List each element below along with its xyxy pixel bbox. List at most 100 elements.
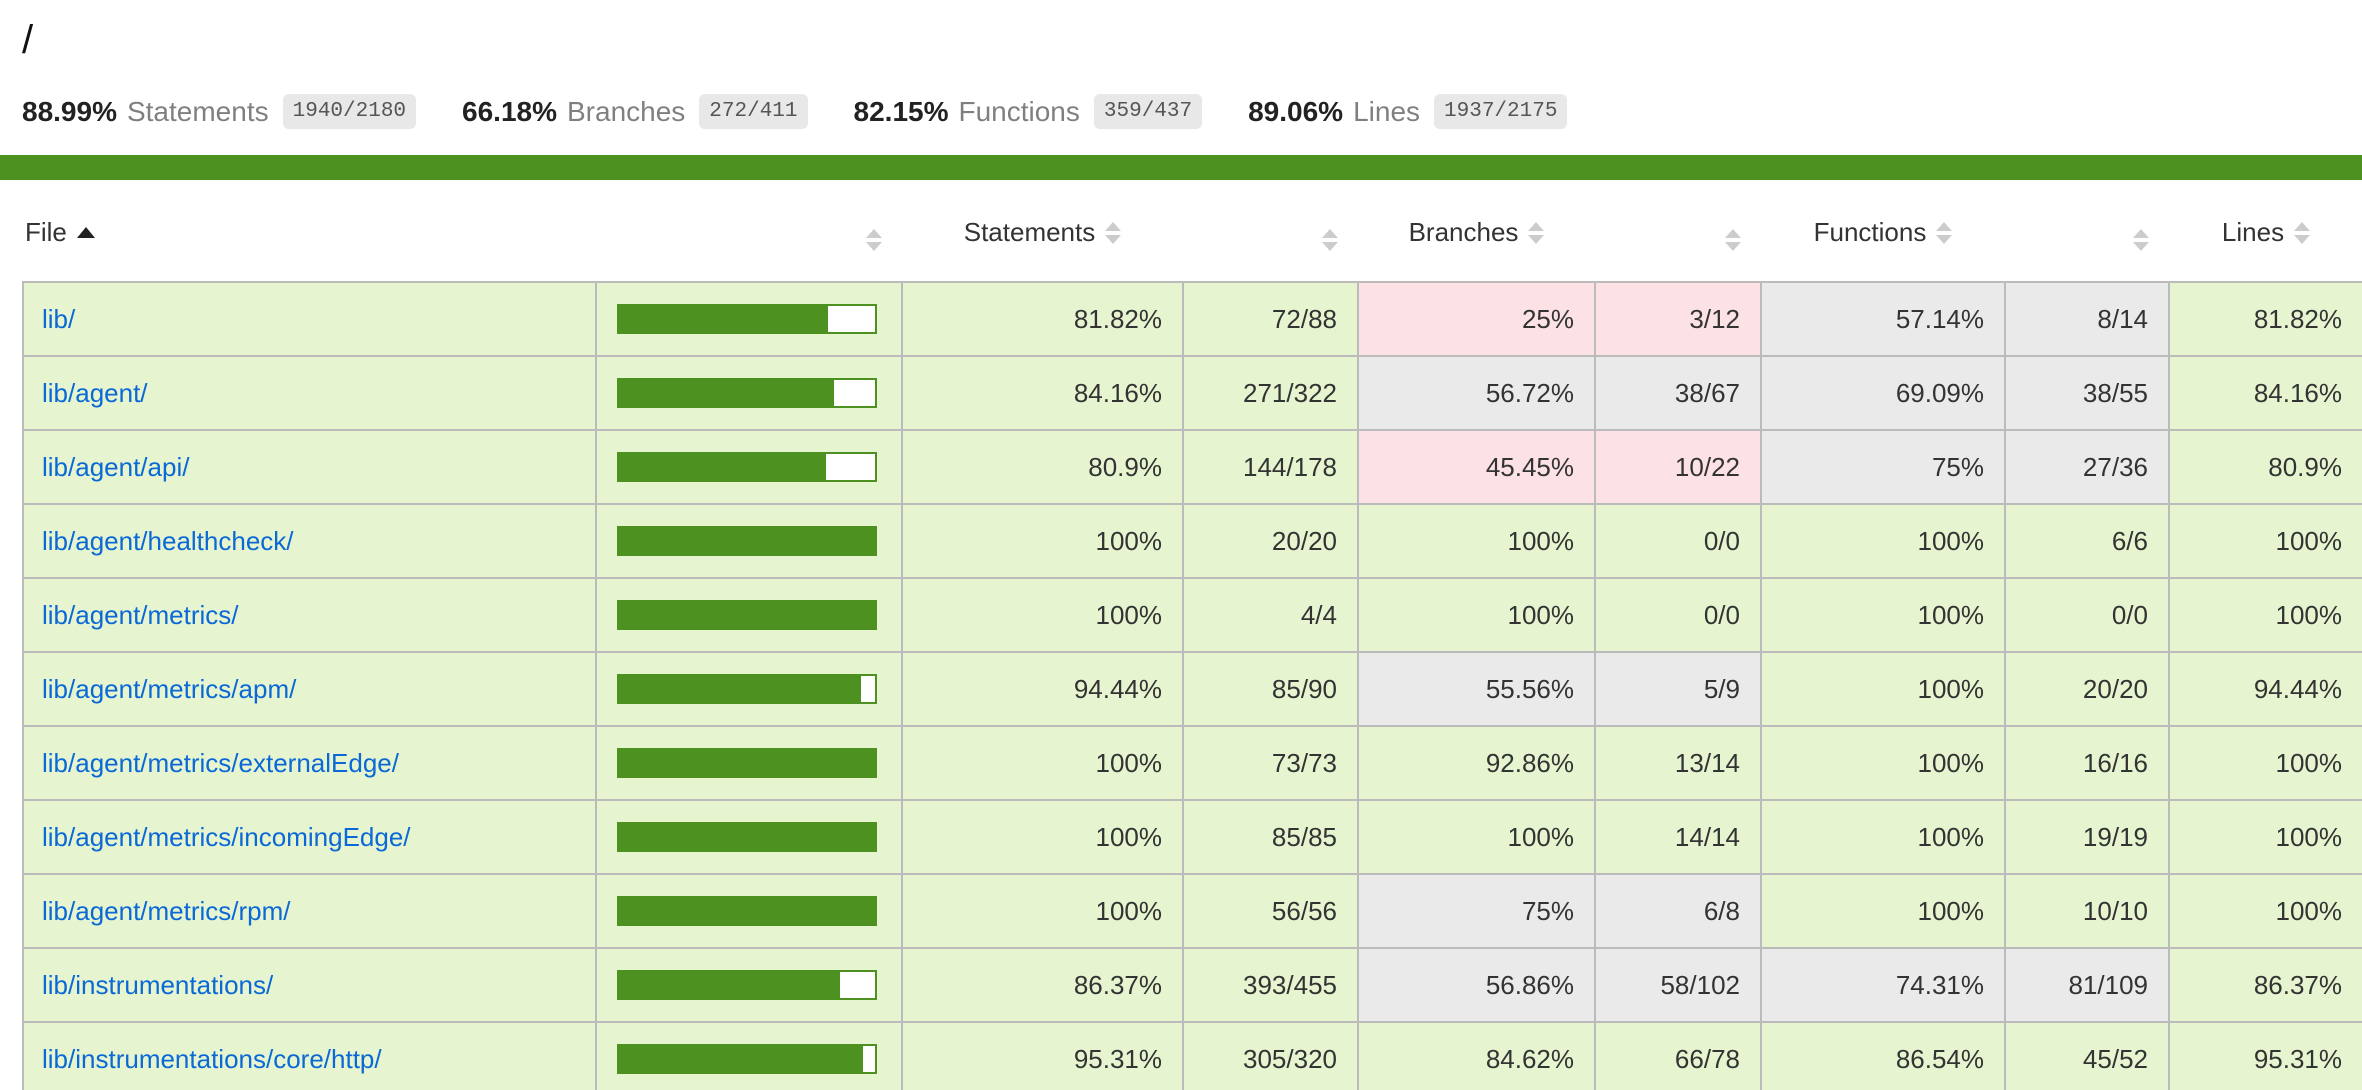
- functions-raw-cell: 38/55: [2004, 355, 2170, 431]
- table-row: lib/instrumentations/ 86.37% 393/455 56.…: [22, 947, 2362, 1023]
- statements-pct-cell: 86.37%: [901, 947, 1184, 1023]
- lines-percent: 89.06%: [1248, 95, 1344, 127]
- statements-column-header[interactable]: Statements: [902, 180, 1183, 282]
- statements-pct-cell: 80.9%: [901, 429, 1184, 505]
- statements-raw-cell: 393/455: [1182, 947, 1359, 1023]
- sort-icon: [866, 229, 882, 251]
- lines-column-header[interactable]: Lines: [2169, 180, 2362, 282]
- functions-label: Functions: [958, 95, 1080, 127]
- file-cell: lib/agent/metrics/incomingEdge/: [22, 799, 597, 875]
- branches-raw-cell: 13/14: [1594, 725, 1762, 801]
- functions-pct-cell: 69.09%: [1760, 355, 2006, 431]
- coverage-bar-cell: [595, 429, 903, 505]
- functions-raw-cell: 6/6: [2004, 503, 2170, 579]
- statements-raw-cell: 56/56: [1182, 873, 1359, 949]
- coverage-bar-cell: [595, 1021, 903, 1090]
- table-row: lib/instrumentations/core/http/ 95.31% 3…: [22, 1021, 2362, 1090]
- branches-raw-cell: 3/12: [1594, 281, 1762, 357]
- branches-raw-cell: 0/0: [1594, 577, 1762, 653]
- coverage-bar-cell: [595, 503, 903, 579]
- file-cell: lib/agent/healthcheck/: [22, 503, 597, 579]
- statements-raw-cell: 271/322: [1182, 355, 1359, 431]
- lines-label: Lines: [1353, 95, 1421, 127]
- statements-raw-cell: 73/73: [1182, 725, 1359, 801]
- coverage-bar-fill: [619, 824, 875, 850]
- branches-pct-cell: 92.86%: [1357, 725, 1596, 801]
- coverage-bar-fill: [619, 750, 875, 776]
- branches-raw-cell: 6/8: [1594, 873, 1762, 949]
- statements-pct-cell: 100%: [901, 577, 1184, 653]
- file-column-header[interactable]: File: [23, 180, 596, 282]
- sort-icon: [1105, 221, 1122, 244]
- lines-pct-cell: 84.16%: [2168, 355, 2362, 431]
- file-link[interactable]: lib/agent/: [42, 378, 148, 408]
- statements-raw-column-header[interactable]: [1183, 180, 1358, 282]
- statements-raw-cell: 72/88: [1182, 281, 1359, 357]
- table-row: lib/agent/metrics/incomingEdge/ 100% 85/…: [22, 799, 2362, 875]
- file-link[interactable]: lib/instrumentations/: [42, 970, 274, 1000]
- file-link[interactable]: lib/agent/healthcheck/: [42, 526, 294, 556]
- functions-percent: 82.15%: [853, 95, 949, 127]
- statements-pct-cell: 100%: [901, 873, 1184, 949]
- statements-raw-cell: 305/320: [1182, 1021, 1359, 1090]
- coverage-bar-fill: [619, 1046, 863, 1072]
- file-link[interactable]: lib/agent/metrics/externalEdge/: [42, 748, 399, 778]
- lines-pct-cell: 100%: [2168, 577, 2362, 653]
- branches-raw-cell: 10/22: [1594, 429, 1762, 505]
- lines-pct-cell: 95.31%: [2168, 1021, 2362, 1090]
- file-cell: lib/: [22, 281, 597, 357]
- coverage-bar-fill: [619, 676, 861, 702]
- functions-pct-cell: 74.31%: [1760, 947, 2006, 1023]
- branches-column-header[interactable]: Branches: [1358, 180, 1595, 282]
- functions-pct-cell: 100%: [1760, 503, 2006, 579]
- functions-raw-column-header[interactable]: [2005, 180, 2169, 282]
- functions-column-header[interactable]: Functions: [1761, 180, 2005, 282]
- coverage-table: File Statements Branches Functio: [22, 180, 2362, 1090]
- coverage-bar-cell: [595, 281, 903, 357]
- coverage-bar-cell: [595, 651, 903, 727]
- coverage-bar: [617, 822, 877, 852]
- lines-pct-cell: 80.9%: [2168, 429, 2362, 505]
- coverage-bar: [617, 600, 877, 630]
- pic-column-header[interactable]: [596, 180, 902, 282]
- coverage-bar-cell: [595, 725, 903, 801]
- statements-pct-cell: 100%: [901, 725, 1184, 801]
- file-cell: lib/agent/metrics/apm/: [22, 651, 597, 727]
- branches-raw-cell: 14/14: [1594, 799, 1762, 875]
- file-link[interactable]: lib/instrumentations/core/http/: [42, 1044, 382, 1074]
- summary-stat-lines: 89.06% Lines 1937/2175: [1248, 94, 1568, 129]
- branches-label: Branches: [567, 95, 686, 127]
- statements-percent: 88.99%: [22, 95, 117, 127]
- functions-raw-cell: 20/20: [2004, 651, 2170, 727]
- table-row: lib/agent/metrics/ 100% 4/4 100% 0/0 100…: [22, 577, 2362, 653]
- file-link[interactable]: lib/agent/metrics/apm/: [42, 674, 297, 704]
- coverage-bar: [617, 1044, 877, 1074]
- lines-pct-cell: 100%: [2168, 873, 2362, 949]
- functions-raw-cell: 0/0: [2004, 577, 2170, 653]
- file-link[interactable]: lib/agent/api/: [42, 452, 190, 482]
- lines-fraction-badge: 1937/2175: [1434, 94, 1568, 129]
- functions-raw-cell: 45/52: [2004, 1021, 2170, 1090]
- branches-pct-cell: 100%: [1357, 577, 1596, 653]
- coverage-bar: [617, 378, 877, 408]
- file-link[interactable]: lib/agent/metrics/: [42, 600, 239, 630]
- table-row: lib/agent/metrics/apm/ 94.44% 85/90 55.5…: [22, 651, 2362, 727]
- sort-icon: [1936, 221, 1953, 244]
- functions-fraction-badge: 359/437: [1093, 94, 1203, 129]
- summary-stat-functions: 82.15% Functions 359/437: [854, 94, 1203, 129]
- branches-raw-cell: 5/9: [1594, 651, 1762, 727]
- branches-raw-cell: 66/78: [1594, 1021, 1762, 1090]
- coverage-bar-fill: [619, 306, 829, 332]
- coverage-bar-cell: [595, 947, 903, 1023]
- page-title: /: [22, 18, 34, 62]
- lines-pct-cell: 100%: [2168, 503, 2362, 579]
- file-cell: lib/agent/api/: [22, 429, 597, 505]
- table-row: lib/ 81.82% 72/88 25% 3/12 57.14% 8/14 8…: [22, 281, 2362, 357]
- file-link[interactable]: lib/: [42, 304, 76, 334]
- file-link[interactable]: lib/agent/metrics/incomingEdge/: [42, 822, 411, 852]
- table-header-row: File Statements Branches Functio: [23, 180, 2362, 282]
- file-cell: lib/agent/metrics/rpm/: [22, 873, 597, 949]
- coverage-bar-empty: [828, 306, 875, 332]
- branches-raw-column-header[interactable]: [1595, 180, 1761, 282]
- file-link[interactable]: lib/agent/metrics/rpm/: [42, 896, 291, 926]
